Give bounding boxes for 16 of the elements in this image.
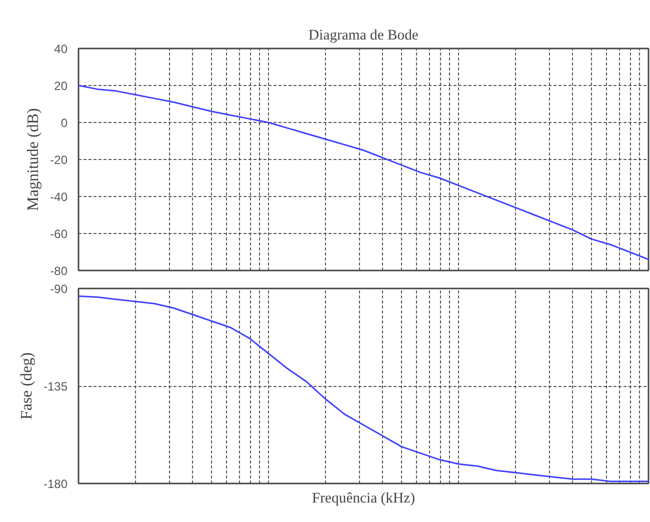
- y-tick-label: -90: [50, 282, 68, 296]
- y-axis-title: Magnitude (dB): [25, 108, 42, 211]
- chart-title: Diagrama de Bode: [308, 28, 418, 44]
- y-tick-label: -60: [50, 227, 68, 241]
- y-axis-title: Fase (deg): [18, 352, 36, 420]
- y-tick-label: 0: [60, 116, 68, 130]
- line-series: [78, 295, 648, 482]
- y-tick-label: -135: [43, 380, 68, 394]
- x-axis-title: Frequência (kHz): [312, 490, 416, 506]
- y-tick-label: -40: [50, 190, 68, 204]
- y-tick-label: 40: [54, 42, 68, 56]
- y-tick-label: -80: [50, 264, 68, 278]
- line-series: [78, 84, 648, 260]
- y-tick-label: -20: [50, 153, 68, 167]
- y-tick-label: 20: [54, 79, 68, 93]
- y-tick-label: -180: [43, 477, 68, 491]
